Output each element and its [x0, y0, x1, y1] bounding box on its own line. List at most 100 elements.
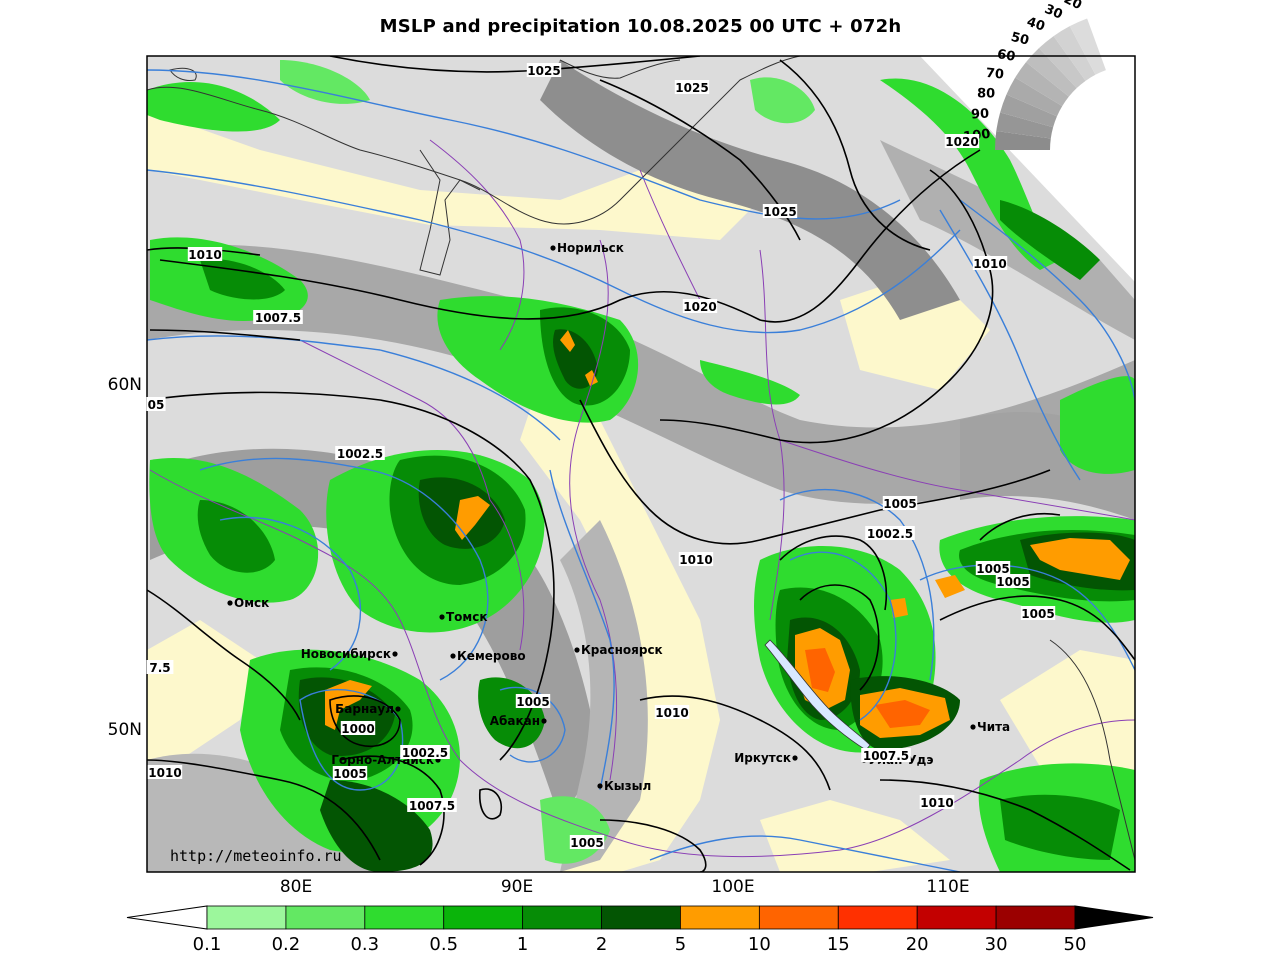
- isobar-label-bg: [1020, 606, 1056, 620]
- isobar-label-bg: [995, 574, 1031, 588]
- isobar-label-bg: [400, 745, 450, 759]
- cloud-wedge-label: 40: [1025, 15, 1047, 35]
- isobar-label: 7.5: [149, 661, 170, 675]
- isobar-label-bg: [515, 694, 551, 708]
- cloud-wedge-label: 20: [1061, 0, 1084, 13]
- colorbar-tick: 1: [517, 934, 528, 955]
- lat-label: 60N: [108, 375, 142, 395]
- city-dot: [541, 718, 547, 724]
- colorbar-tick: 10: [748, 934, 771, 955]
- colorbar-bin: [364, 905, 445, 930]
- city-dot: [550, 245, 556, 251]
- lat-label: 50N: [108, 720, 142, 740]
- isobar-label-bg: [332, 766, 368, 780]
- isobar-label-bg: [146, 397, 166, 411]
- isobar-label: 1010: [148, 766, 181, 780]
- city-label: Чита: [977, 720, 1010, 734]
- source-url: http://meteoinfo.ru: [170, 847, 342, 865]
- isobar-label: 1010: [920, 796, 953, 810]
- colorbar-tick: 0.1: [193, 934, 222, 955]
- cloud-wedge-segment: [996, 112, 1054, 139]
- cloud-wedge-label: 30: [1042, 2, 1064, 23]
- colorbar-tick: 0.5: [429, 934, 458, 955]
- isobar-label: 1010: [655, 706, 688, 720]
- lon-label: 80E: [280, 877, 312, 897]
- isobar-label: 1005: [333, 767, 366, 781]
- isobar-label-bg: [340, 721, 376, 735]
- colorbar-tick: 0.3: [350, 934, 379, 955]
- isobar-label-bg: [972, 256, 1008, 270]
- lon-label: 100E: [711, 877, 754, 897]
- city-label: Омск: [234, 596, 269, 610]
- lon-label: 90E: [501, 877, 533, 897]
- city-label: Абакан: [490, 714, 540, 728]
- cloud-wedge-segment: [1069, 18, 1106, 75]
- isobar-label-bg: [407, 798, 457, 812]
- cloud-wedge-segment: [1053, 26, 1096, 81]
- isobar-label-bg: [861, 748, 911, 762]
- isobar-label: 1002.5: [867, 527, 913, 541]
- isobar-label: 1005: [570, 836, 603, 850]
- isobar-label-bg: [682, 299, 718, 313]
- city-dot: [450, 653, 456, 659]
- cloud-wedge-segment: [1026, 48, 1077, 97]
- isobar-label-bg: [147, 765, 183, 779]
- isobar-label-bg: [882, 496, 918, 510]
- city-label: Кызыл: [604, 779, 651, 793]
- city-dot: [395, 706, 401, 712]
- colorbar-tick: 5: [675, 934, 686, 955]
- isobar-label-bg: [975, 561, 1011, 575]
- colorbar-bin: [758, 905, 839, 930]
- cloud-wedge-segment: [995, 131, 1051, 150]
- city-label: Норильск: [557, 241, 624, 255]
- isobar-label: 1025: [763, 205, 796, 219]
- lon-label: 110E: [926, 877, 969, 897]
- isobar-label: 1025: [527, 64, 560, 78]
- isobar-label-bg: [674, 80, 710, 94]
- city-label: Барнаул: [335, 702, 394, 716]
- isobar-label-layer: 1025 1025 1025 1020 1020 1010 1010 1007.5 05 1002…: [146, 63, 1056, 850]
- colorbar-bin: [601, 905, 681, 930]
- isobar-label: 1005: [976, 562, 1009, 576]
- axis-labels: 60N 50N 80E 90E 100E 110E: [108, 375, 970, 897]
- cloud-wedge-label: 50: [1009, 30, 1030, 49]
- precip-colorbar: 0.1 0.2 0.3 0.5 1 2 5 10 15 20 30 50: [126, 905, 1154, 955]
- isobar-label-bg: [253, 310, 303, 324]
- city-label: Новосибирск: [301, 647, 391, 661]
- colorbar-max-arrow: [1074, 905, 1154, 930]
- colorbar-bin: [995, 905, 1076, 930]
- city-dot: [970, 724, 976, 730]
- colorbar-tick: 30: [985, 934, 1008, 955]
- map-title: MSLP and precipitation 10.08.2025 00 UTC…: [379, 16, 902, 37]
- isobar-label: 1005: [883, 497, 916, 511]
- isobar-label: 1005: [996, 575, 1029, 589]
- cloud-wedge-segment: [1000, 94, 1057, 128]
- isobar-label: 1010: [973, 257, 1006, 271]
- colorbar-tick: 50: [1064, 934, 1087, 955]
- city-dot: [392, 651, 398, 657]
- colorbar-tick: 0.2: [272, 934, 301, 955]
- cloud-wedge-segment: [1006, 77, 1063, 117]
- isobar-label: 1020: [945, 135, 978, 149]
- isobar-label-bg: [654, 705, 690, 719]
- isobar-label: 1000: [341, 722, 374, 736]
- isobar-label: 1007.5: [255, 311, 301, 325]
- isobar-label: 1002.5: [402, 746, 448, 760]
- isobar-label: 1010: [679, 553, 712, 567]
- isobar-label: 1005: [1021, 607, 1054, 621]
- cloud-cover-scale: 1009080706050403020: [920, 0, 1135, 282]
- colorbar-tick: 20: [906, 934, 929, 955]
- isobar-label: 05: [148, 398, 165, 412]
- cloud-wedge-label: 70: [985, 66, 1004, 83]
- colorbar-bin: [522, 905, 602, 930]
- isobar-label-bg: [762, 204, 798, 218]
- city-label: Томск: [446, 610, 488, 624]
- colorbar-bin: [285, 905, 366, 930]
- colorbar-bin: [443, 905, 524, 930]
- colorbar-bin: [206, 905, 287, 930]
- cloud-wedge-label: 80: [977, 86, 995, 101]
- isobar-label: 1005: [516, 695, 549, 709]
- isobar-label-bg: [187, 247, 223, 261]
- isobar-label-bg: [865, 526, 915, 540]
